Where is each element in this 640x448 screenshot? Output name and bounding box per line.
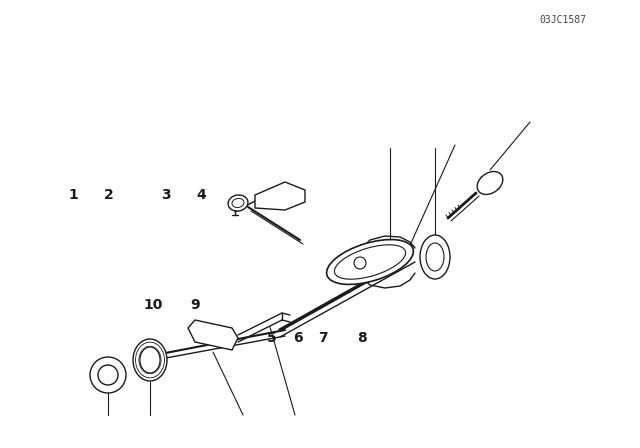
Text: 3: 3	[161, 188, 172, 202]
Text: 9: 9	[190, 297, 200, 312]
Text: 10: 10	[144, 297, 163, 312]
Polygon shape	[255, 182, 305, 210]
Text: 7: 7	[318, 331, 328, 345]
Text: 5: 5	[267, 331, 277, 345]
Text: 2: 2	[104, 188, 114, 202]
Polygon shape	[188, 320, 238, 350]
Text: 4: 4	[196, 188, 207, 202]
Text: 1: 1	[68, 188, 79, 202]
Ellipse shape	[420, 235, 450, 279]
Ellipse shape	[228, 195, 248, 211]
Text: 03JC1587: 03JC1587	[540, 15, 587, 25]
Text: 6: 6	[292, 331, 303, 345]
Ellipse shape	[133, 339, 167, 381]
Text: 8: 8	[356, 331, 367, 345]
Ellipse shape	[326, 240, 413, 284]
Circle shape	[90, 357, 126, 393]
Ellipse shape	[477, 172, 503, 194]
